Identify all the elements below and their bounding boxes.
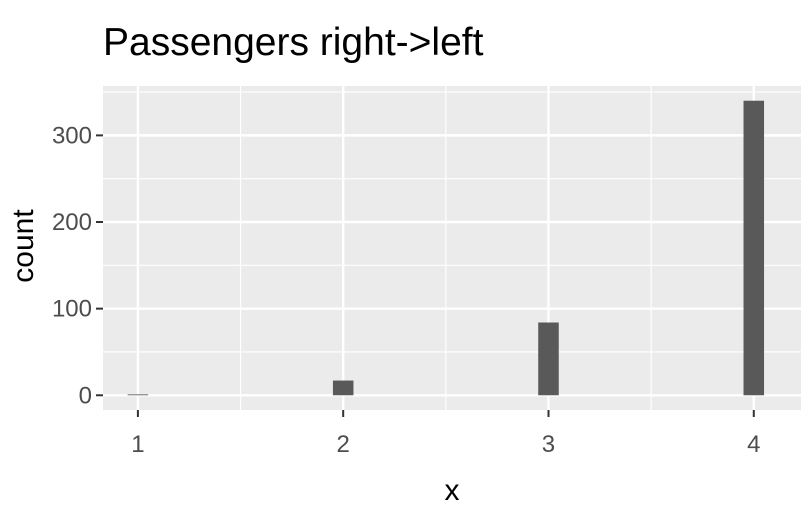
y-axis-ticks: 0 100 200 300	[52, 122, 103, 409]
bar-2	[332, 380, 354, 396]
y-tick-label: 200	[52, 209, 92, 236]
bar-4	[743, 100, 765, 396]
minor-gridlines	[103, 86, 801, 410]
y-tick-label: 100	[52, 296, 92, 323]
bar-3	[538, 322, 559, 396]
plot-panel	[103, 86, 801, 410]
bars	[127, 100, 765, 396]
bar-1	[127, 394, 149, 396]
x-tick-label: 2	[337, 431, 350, 458]
chart-title: Passengers right->left	[103, 21, 484, 64]
y-tick-label: 0	[79, 382, 92, 409]
x-tick-label: 3	[542, 431, 555, 458]
x-tick-label: 1	[131, 431, 144, 458]
y-axis-title: count	[7, 209, 40, 283]
x-tick-label: 4	[747, 431, 760, 458]
x-axis-title: x	[445, 474, 460, 507]
x-axis-ticks: 1 2 3 4	[131, 410, 760, 458]
y-tick-label: 300	[52, 122, 92, 149]
